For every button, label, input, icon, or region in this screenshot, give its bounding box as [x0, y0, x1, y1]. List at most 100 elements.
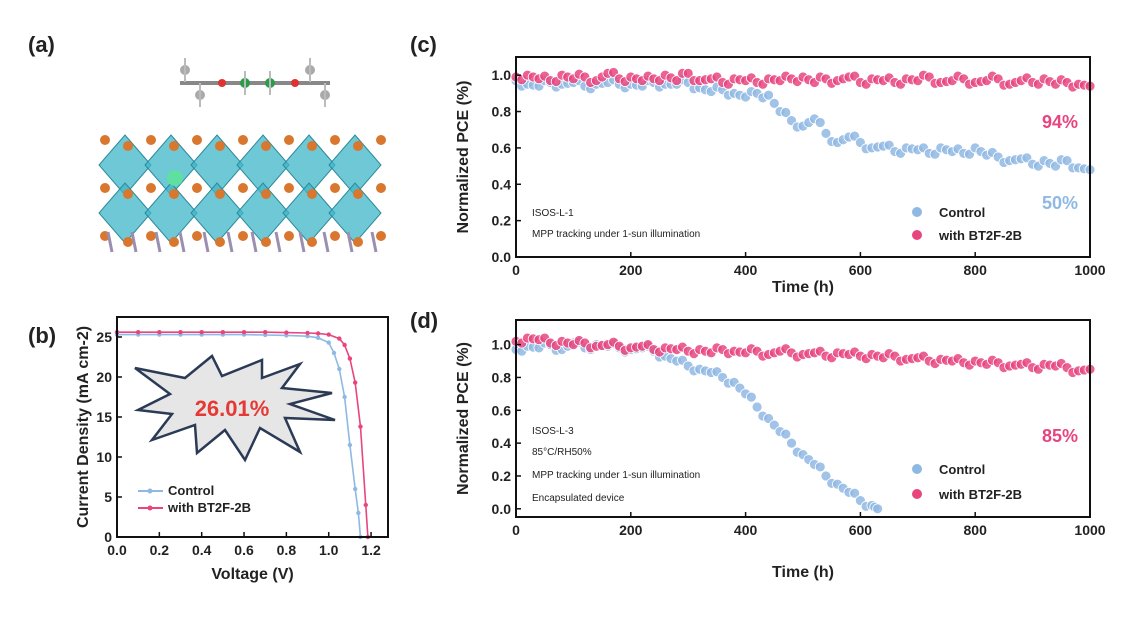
legend-label: Control — [168, 483, 214, 498]
halide-atom — [146, 183, 156, 193]
halide-atom — [192, 183, 202, 193]
halide-atom — [100, 183, 110, 193]
x-axis-label: Voltage (V) — [211, 566, 293, 583]
legend-marker — [912, 489, 922, 499]
halide-atom — [123, 141, 133, 151]
annotation: ISOS-L-1 — [532, 208, 574, 219]
data-point — [814, 117, 826, 128]
legend-label: Control — [939, 462, 985, 477]
data-point — [347, 442, 353, 448]
atom — [218, 79, 226, 87]
legend-marker — [912, 230, 922, 240]
y-tick-label: 0 — [104, 529, 112, 545]
y-tick-label: 0.2 — [492, 468, 512, 484]
legend-label: Control — [939, 205, 985, 220]
data-point — [751, 401, 763, 413]
data-point — [352, 486, 358, 492]
halide-atom — [238, 135, 248, 145]
organic-cation — [178, 231, 186, 253]
annotation: 50% — [1042, 193, 1078, 213]
data-point — [342, 342, 347, 348]
halide-atom — [215, 237, 225, 247]
x-tick-label: 200 — [619, 262, 643, 278]
annotation: ISOS-L-3 — [532, 426, 574, 437]
y-tick-label: 0.4 — [492, 435, 512, 451]
halide-atom — [146, 231, 156, 241]
data-point — [352, 380, 358, 385]
data-point — [347, 356, 353, 361]
organic-cation — [154, 231, 162, 253]
y-tick-label: 1.0 — [492, 337, 512, 353]
halide-atom — [376, 183, 386, 193]
legend-marker — [147, 488, 153, 494]
data-point — [671, 75, 683, 87]
halide-atom — [192, 135, 202, 145]
halide-atom — [238, 183, 248, 193]
legend-label: with BT2F-2B — [167, 500, 251, 515]
x-tick-label: 0.2 — [150, 542, 170, 558]
halide-atom — [376, 231, 386, 241]
legend-marker — [147, 505, 153, 511]
annotation: Encapsulated device — [532, 493, 625, 504]
y-tick-label: 0.8 — [492, 369, 512, 385]
data-point — [820, 127, 832, 139]
organic-cation — [346, 231, 354, 253]
data-point — [780, 107, 792, 118]
data-point — [263, 330, 268, 335]
halide-atom — [146, 135, 156, 145]
data-point — [337, 366, 342, 372]
data-point — [326, 332, 331, 337]
annotation: 94% — [1042, 112, 1078, 132]
perovskite-structure-image — [98, 58, 386, 253]
halide-atom — [100, 135, 110, 145]
x-tick-label: 1000 — [1074, 522, 1105, 538]
organic-cation — [250, 231, 258, 253]
data-point — [135, 330, 141, 335]
data-point — [363, 502, 368, 508]
x-tick-label: 200 — [619, 522, 643, 538]
annotation: MPP tracking under 1-sun illumination — [532, 229, 700, 240]
halide-atom — [284, 231, 294, 241]
halide-atom — [261, 189, 271, 199]
plot-frame — [116, 316, 389, 538]
data-point — [786, 437, 797, 449]
organic-cation — [130, 231, 138, 253]
data-point — [178, 330, 183, 335]
data-point — [1061, 155, 1073, 167]
y-tick-label: 0.0 — [492, 501, 512, 517]
halide-atom — [284, 135, 294, 145]
y-tick-label: 25 — [96, 329, 112, 345]
panel-label-a: (a) — [28, 32, 55, 57]
data-point — [356, 510, 361, 516]
data-point — [872, 503, 884, 515]
data-point — [305, 334, 310, 339]
y-tick-label: 20 — [96, 369, 112, 385]
legend-marker — [912, 464, 922, 474]
halide-atom — [238, 231, 248, 241]
data-point — [199, 330, 204, 335]
data-point — [305, 330, 310, 336]
data-point — [315, 335, 321, 340]
legend-label: with BT2F-2B — [938, 228, 1022, 243]
data-point — [342, 394, 347, 400]
data-point — [763, 89, 774, 101]
data-point — [849, 487, 861, 499]
efficiency-value: 26.01% — [195, 396, 270, 421]
stability-chart-isos-l-3: 0 200 400 600 800 1000 0.0 0.2 0.4 0.6 0.8 1.0 Time … — [455, 319, 1106, 581]
halide-atom — [330, 135, 340, 145]
stability-chart-isos-l-1: 0 200 400 600 800 1000 0.0 0.2 0.4 0.6 0.8 1.0 Time … — [455, 56, 1106, 296]
data-point — [768, 97, 780, 109]
data-point — [284, 330, 289, 335]
x-tick-label: 400 — [734, 262, 758, 278]
legend-label: with BT2F-2B — [938, 487, 1022, 502]
halide-atom — [215, 189, 225, 199]
efficiency-starburst — [133, 354, 336, 463]
x-tick-label: 1.0 — [319, 542, 339, 558]
data-point — [682, 67, 694, 79]
y-tick-label: 1.0 — [492, 67, 512, 83]
halide-atom — [123, 237, 133, 247]
y-axis-label: Current Density (mA cm-2) — [75, 326, 92, 528]
halide-atom — [169, 141, 179, 151]
data-point — [220, 330, 226, 335]
